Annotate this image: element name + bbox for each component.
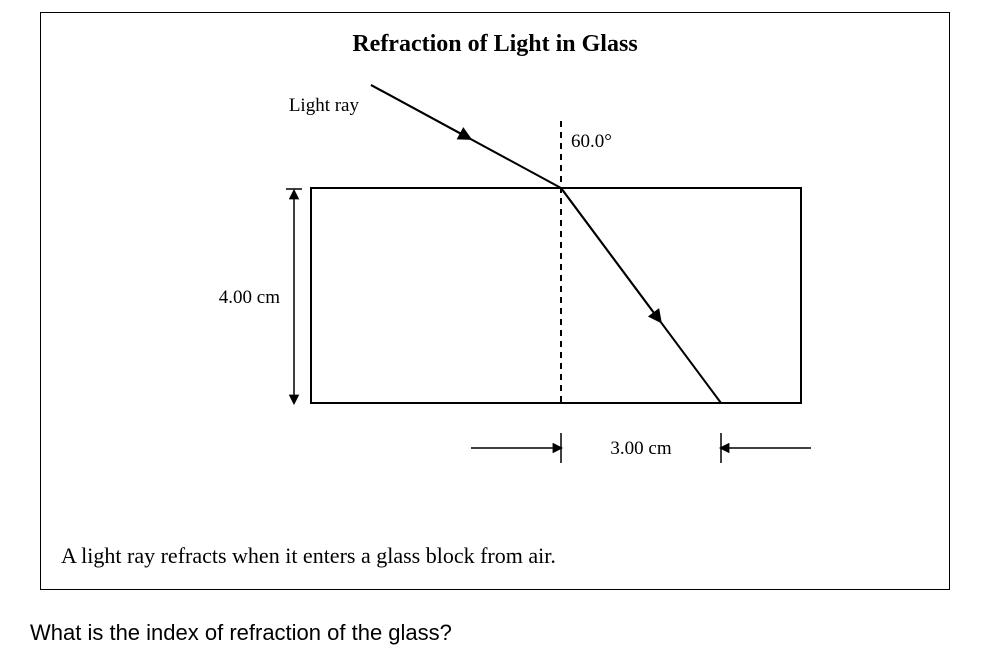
- refraction-diagram: Light ray 60.0° 4.00 cm 3.00 cm: [41, 13, 951, 553]
- question-text: What is the index of refraction of the g…: [30, 620, 452, 646]
- figure-container: Refraction of Light in Glass Light ray60…: [40, 12, 950, 590]
- width-label: 3.00 cm: [610, 438, 671, 459]
- angle-label: 60.0°: [571, 131, 612, 152]
- figure-caption: A light ray refracts when it enters a gl…: [61, 543, 556, 569]
- incident-ray-arrow: [371, 85, 470, 139]
- refracted-ray-arrow: [561, 188, 660, 321]
- height-label: 4.00 cm: [219, 287, 280, 308]
- light-ray-label: Light ray: [289, 95, 360, 116]
- glass-block: [311, 188, 801, 403]
